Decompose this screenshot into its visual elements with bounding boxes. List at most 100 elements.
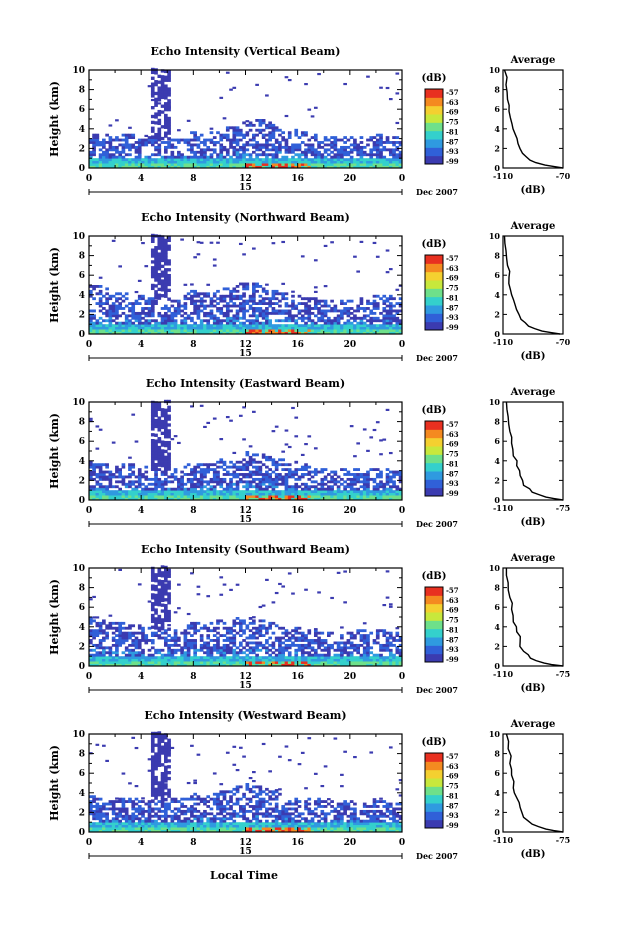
heatmap-cell: [98, 497, 103, 501]
heatmap-cell: [252, 123, 256, 127]
heatmap-cell: [167, 429, 171, 433]
heatmap-cell: [150, 302, 155, 305]
heatmap-cell: [111, 663, 116, 667]
heatmap-cell: [274, 490, 279, 494]
heatmap-cell: [287, 150, 292, 154]
heatmap-cell: [95, 631, 100, 635]
heatmap-cell: [385, 468, 390, 471]
heatmap-cell: [193, 155, 197, 159]
heatmap-cell: [222, 145, 227, 149]
heatmap-cell: [362, 636, 367, 640]
heatmap-cell: [150, 311, 155, 315]
heatmap-cell: [242, 294, 246, 298]
heatmap-cell: [108, 473, 113, 476]
heatmap-cell: [229, 626, 233, 630]
heatmap-cell: [160, 92, 165, 97]
heatmap-cell: [229, 480, 233, 484]
heatmap-cell: [258, 626, 263, 630]
heatmap-cell: [343, 165, 347, 169]
heatmap-cell: [284, 648, 289, 652]
heatmap-cell: [255, 626, 259, 630]
heatmap-cell: [291, 302, 295, 305]
heatmap-cell: [379, 473, 383, 476]
heatmap-cell: [232, 297, 237, 301]
heatmap-cell: [242, 475, 246, 479]
heatmap-cell: [313, 468, 318, 471]
heatmap-cell: [212, 150, 217, 154]
heatmap-cell: [261, 492, 266, 496]
heatmap-cell: [154, 465, 158, 470]
heatmap-cell: [115, 641, 119, 645]
heatmap-cell: [258, 631, 263, 635]
heatmap-cell: [89, 465, 93, 469]
heatmap-cell: [150, 653, 155, 657]
heatmap-cell: [274, 158, 279, 162]
heatmap-cell: [284, 297, 289, 301]
heatmap-cell: [216, 658, 220, 662]
heatmap-cell: [382, 309, 387, 313]
heatmap-cell: [291, 475, 295, 479]
heatmap-cell: [203, 165, 207, 169]
heatmap-cell: [327, 316, 331, 320]
heatmap-cell: [343, 490, 347, 494]
heatmap-cell: [216, 153, 220, 157]
heatmap-cell: [203, 425, 207, 429]
heatmap-cell: [186, 158, 191, 162]
heatmap-cell: [333, 656, 338, 660]
heatmap-cell: [252, 299, 256, 303]
heatmap-cell: [124, 329, 129, 332]
heatmap-cell: [216, 631, 220, 635]
heatmap-cell: [356, 163, 361, 166]
heatmap-cell: [160, 326, 165, 330]
heatmap-cell: [108, 124, 113, 127]
heatmap-cell: [183, 304, 188, 308]
average-ytick-label: 8: [494, 251, 500, 261]
heatmap-cell: [128, 651, 132, 655]
heatmap-cell: [388, 324, 393, 328]
heatmap-cell: [95, 653, 100, 657]
heatmap-cell: [356, 153, 361, 157]
heatmap-cell: [261, 626, 266, 630]
heatmap-cell: [102, 492, 106, 496]
heatmap-cell: [287, 331, 292, 335]
heatmap-cell: [137, 643, 142, 647]
heatmap-cell: [336, 153, 341, 157]
heatmap-cell: [157, 293, 162, 297]
heatmap-cell: [395, 319, 400, 323]
heatmap-cell: [238, 321, 243, 325]
heatmap-cell: [209, 311, 214, 315]
heatmap-cell: [353, 138, 357, 142]
heatmap-cell: [199, 299, 204, 303]
heatmap-cell: [105, 133, 109, 137]
heatmap-cell: [154, 611, 158, 615]
heatmap-cell: [245, 641, 250, 645]
heatmap-cell: [216, 656, 220, 660]
heatmap-cell: [118, 150, 122, 154]
heatmap-cell: [245, 648, 250, 652]
heatmap-cell: [89, 417, 93, 420]
heatmap-cell: [353, 326, 357, 330]
heatmap-cell: [372, 299, 377, 303]
heatmap-cell: [297, 136, 302, 139]
heatmap-cell: [375, 158, 380, 162]
heatmap-cell: [163, 423, 168, 427]
heatmap-cell: [163, 480, 168, 484]
heatmap-cell: [160, 125, 165, 129]
heatmap-cell: [89, 420, 93, 423]
heatmap-cell: [297, 316, 302, 320]
heatmap-cell: [118, 165, 122, 169]
heatmap-cell: [160, 571, 165, 575]
heatmap-cell: [209, 165, 214, 169]
heatmap-ytick-label: 2: [79, 310, 85, 320]
heatmap-cell: [310, 480, 315, 484]
heatmap-cell: [281, 648, 286, 652]
heatmap-cell: [281, 326, 286, 330]
heatmap-cell: [327, 324, 331, 328]
heatmap-cell: [340, 626, 344, 629]
heatmap-cell: [183, 641, 188, 645]
heatmap-cell: [154, 596, 158, 600]
heatmap-cell: [157, 296, 162, 300]
heatmap-cell: [196, 658, 201, 662]
heatmap-cell: [147, 314, 152, 318]
heatmap-cell: [196, 629, 201, 633]
